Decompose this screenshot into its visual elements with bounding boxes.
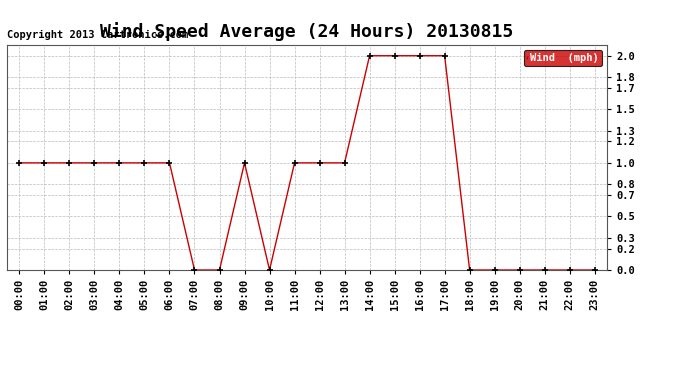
Title: Wind Speed Average (24 Hours) 20130815: Wind Speed Average (24 Hours) 20130815	[101, 22, 513, 40]
Text: Copyright 2013 Cartronics.com: Copyright 2013 Cartronics.com	[7, 30, 188, 40]
Legend: Wind  (mph): Wind (mph)	[524, 50, 602, 66]
